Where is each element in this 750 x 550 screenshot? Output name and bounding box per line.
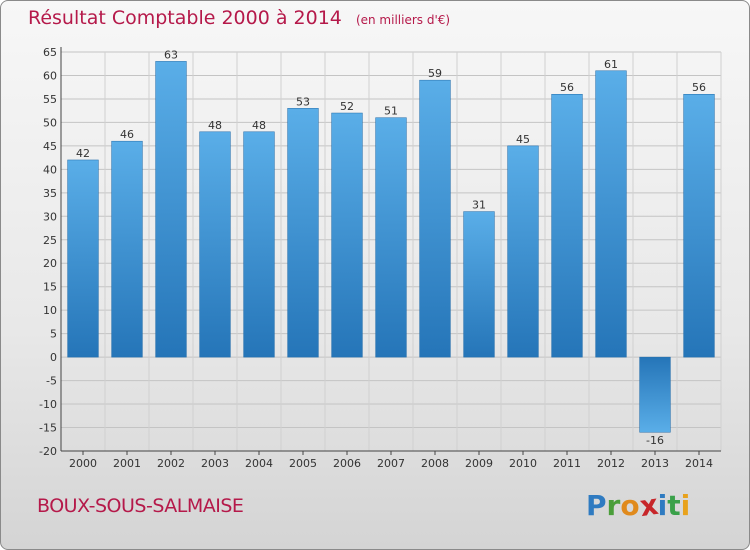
place-name: BOUX-SOUS-SALMAISE: [37, 495, 244, 517]
data-label: 56: [560, 81, 574, 94]
logo-letter: i: [680, 489, 691, 522]
data-label: 52: [340, 100, 354, 113]
x-tick-label: 2005: [289, 457, 317, 470]
y-tick-label: 45: [43, 140, 57, 153]
bar: [331, 112, 363, 358]
y-tick-label: -20: [39, 445, 57, 458]
x-tick-label: 2004: [245, 457, 273, 470]
data-label: 48: [208, 119, 222, 132]
x-tick-label: 2013: [641, 457, 669, 470]
x-tick-label: 2008: [421, 457, 449, 470]
data-label: 63: [164, 48, 178, 61]
y-tick-label: 50: [43, 116, 57, 129]
y-tick-label: -15: [39, 422, 57, 435]
data-labels: 42 46 63 48 48 53 52 51 59 31 45 56 61 -16 56: [76, 48, 706, 447]
data-label: 42: [76, 147, 90, 160]
bar: [419, 79, 451, 358]
y-tick-label: -5: [46, 375, 57, 388]
bar: [551, 93, 583, 358]
bar: [463, 211, 495, 358]
data-label: 61: [604, 58, 618, 71]
x-tick-label: 2001: [113, 457, 141, 470]
data-label: -16: [646, 434, 664, 447]
chart-title-text: Résultat Comptable 2000 à 2014: [28, 7, 342, 29]
x-tick-label: 2003: [201, 457, 229, 470]
data-label: 53: [296, 95, 310, 108]
logo-letter: i: [657, 489, 668, 522]
y-tick-label: 40: [43, 163, 57, 176]
logo-letter: t: [667, 489, 681, 522]
data-label: 48: [252, 119, 266, 132]
x-tick-label: 2009: [465, 457, 493, 470]
y-tick-label: 5: [50, 328, 57, 341]
y-tick-label: -10: [39, 398, 57, 411]
bar: [639, 356, 671, 433]
y-tick-label: 60: [43, 69, 57, 82]
bar: [199, 131, 231, 358]
data-label: 46: [120, 128, 134, 141]
chart-subtitle: (en milliers d'€): [355, 13, 451, 27]
x-tick-label: 2011: [553, 457, 581, 470]
bar: [595, 70, 627, 358]
data-label: 56: [692, 81, 706, 94]
y-tick-label: 65: [43, 46, 57, 59]
y-tick-label: 35: [43, 187, 57, 200]
proxiti-logo[interactable]: Proxiti: [586, 487, 691, 524]
bar: [287, 108, 319, 358]
bar: [111, 140, 143, 358]
x-tick-label: 2000: [69, 457, 97, 470]
bar: [507, 145, 539, 358]
data-label: 45: [516, 133, 530, 146]
data-label: 31: [472, 199, 486, 212]
y-tick-label: 55: [43, 93, 57, 106]
data-label: 59: [428, 67, 442, 80]
y-tick-label: 30: [43, 210, 57, 223]
logo-letter: x: [637, 487, 660, 524]
logo-letter: o: [620, 489, 640, 522]
x-tick-label: 2002: [157, 457, 185, 470]
x-tick-label: 2007: [377, 457, 405, 470]
y-tick-label: 15: [43, 281, 57, 294]
y-tick-label: 10: [43, 304, 57, 317]
bar: [243, 131, 275, 358]
y-tick-label: 0: [50, 351, 57, 364]
bar: [375, 117, 407, 358]
chart-title: Résultat Comptable 2000 à 2014 (en milli…: [28, 7, 450, 29]
bar: [155, 61, 187, 358]
y-tick-label: 25: [43, 234, 57, 247]
x-tick-label: 2010: [509, 457, 537, 470]
data-label: 51: [384, 105, 398, 118]
x-tick-label: 2014: [685, 457, 713, 470]
x-tick-label: 2006: [333, 457, 361, 470]
axes: 65605550454035302520151050-5-10-15-20200…: [39, 46, 721, 470]
bar: [683, 93, 715, 358]
x-tick-label: 2012: [597, 457, 625, 470]
logo-letter: P: [586, 489, 607, 522]
logo-letter: r: [606, 489, 621, 522]
bar: [67, 159, 99, 358]
y-tick-label: 20: [43, 257, 57, 270]
bars: [67, 61, 715, 433]
